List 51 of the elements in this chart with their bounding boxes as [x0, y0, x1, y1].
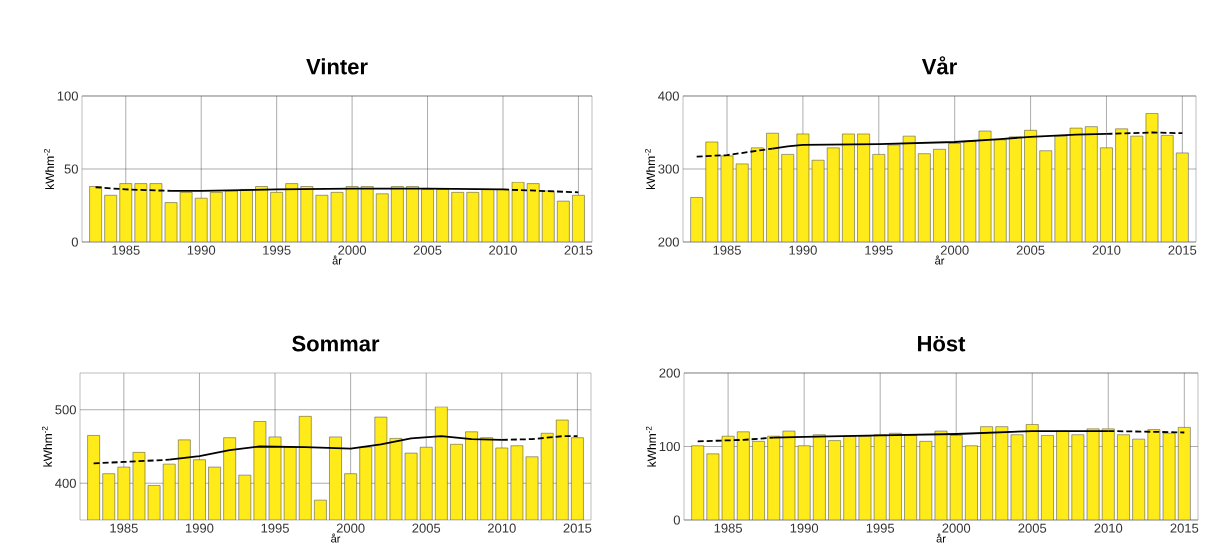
x-tick-label: 1995: [261, 523, 289, 533]
x-axis-title: år: [331, 533, 341, 543]
x-tick-label: 1985: [713, 245, 741, 255]
x-tick-label: 1985: [714, 523, 743, 533]
y-tick-label: 100: [57, 91, 78, 101]
x-tick-label: 1995: [866, 523, 895, 533]
x-tick-label: 2010: [1092, 245, 1121, 255]
x-tick-label: 1995: [263, 245, 291, 255]
x-tick-label: 2000: [940, 245, 969, 255]
x-tick-label: 2010: [1094, 523, 1123, 533]
x-tick-label: 2005: [412, 523, 441, 533]
x-axis-title: år: [935, 255, 945, 265]
y-tick-label: 400: [55, 478, 76, 488]
x-tick-label: 1985: [112, 245, 140, 255]
y-tick-label: 200: [658, 237, 679, 247]
y-axis-title: kWhm$^{-2}$: [645, 426, 656, 467]
x-tick-label: 2010: [489, 245, 517, 255]
x-tick-label: 2010: [488, 523, 516, 533]
x-tick-label: 2000: [336, 523, 365, 533]
y-tick-label: 500: [55, 405, 76, 415]
x-tick-label: 1990: [789, 245, 817, 255]
x-tick-label: 2000: [338, 245, 367, 255]
chart-title: Sommar: [292, 335, 380, 352]
y-tick-label: 100: [659, 441, 680, 452]
x-tick-label: 2015: [1170, 523, 1199, 533]
chart-title: Höst: [918, 336, 966, 352]
x-tick-label: 1990: [790, 523, 819, 533]
x-tick-label: 2000: [942, 523, 971, 533]
y-tick-label: 0: [673, 515, 680, 525]
y-tick-label: 0: [71, 237, 78, 247]
chart-title: Vår: [921, 56, 957, 75]
x-tick-label: 2005: [1018, 523, 1047, 533]
chart-title: Vinter: [306, 58, 368, 75]
x-tick-label: 2005: [1016, 245, 1045, 255]
y-axis-title: kWhm$^{-2}$: [43, 149, 54, 189]
x-tick-label: 1990: [187, 245, 216, 255]
x-tick-label: 2015: [1168, 245, 1197, 255]
y-tick-label: 200: [659, 368, 680, 378]
y-tick-label: 300: [658, 164, 679, 174]
x-tick-label: 2015: [564, 245, 593, 255]
x-tick-label: 1985: [110, 523, 138, 533]
y-axis-title: kWhm$^{-2}$: [41, 426, 52, 467]
y-tick-label: 50: [64, 164, 78, 174]
x-axis-title: år: [936, 533, 946, 543]
y-tick-label: 400: [658, 91, 679, 101]
x-tick-label: 2005: [413, 245, 442, 255]
x-axis-title: år: [332, 255, 342, 265]
x-tick-label: 2015: [563, 523, 592, 533]
x-tick-label: 1990: [185, 523, 214, 533]
x-tick-label: 1995: [865, 245, 893, 255]
y-axis-title: kWhm$^{-2}$: [644, 149, 655, 189]
